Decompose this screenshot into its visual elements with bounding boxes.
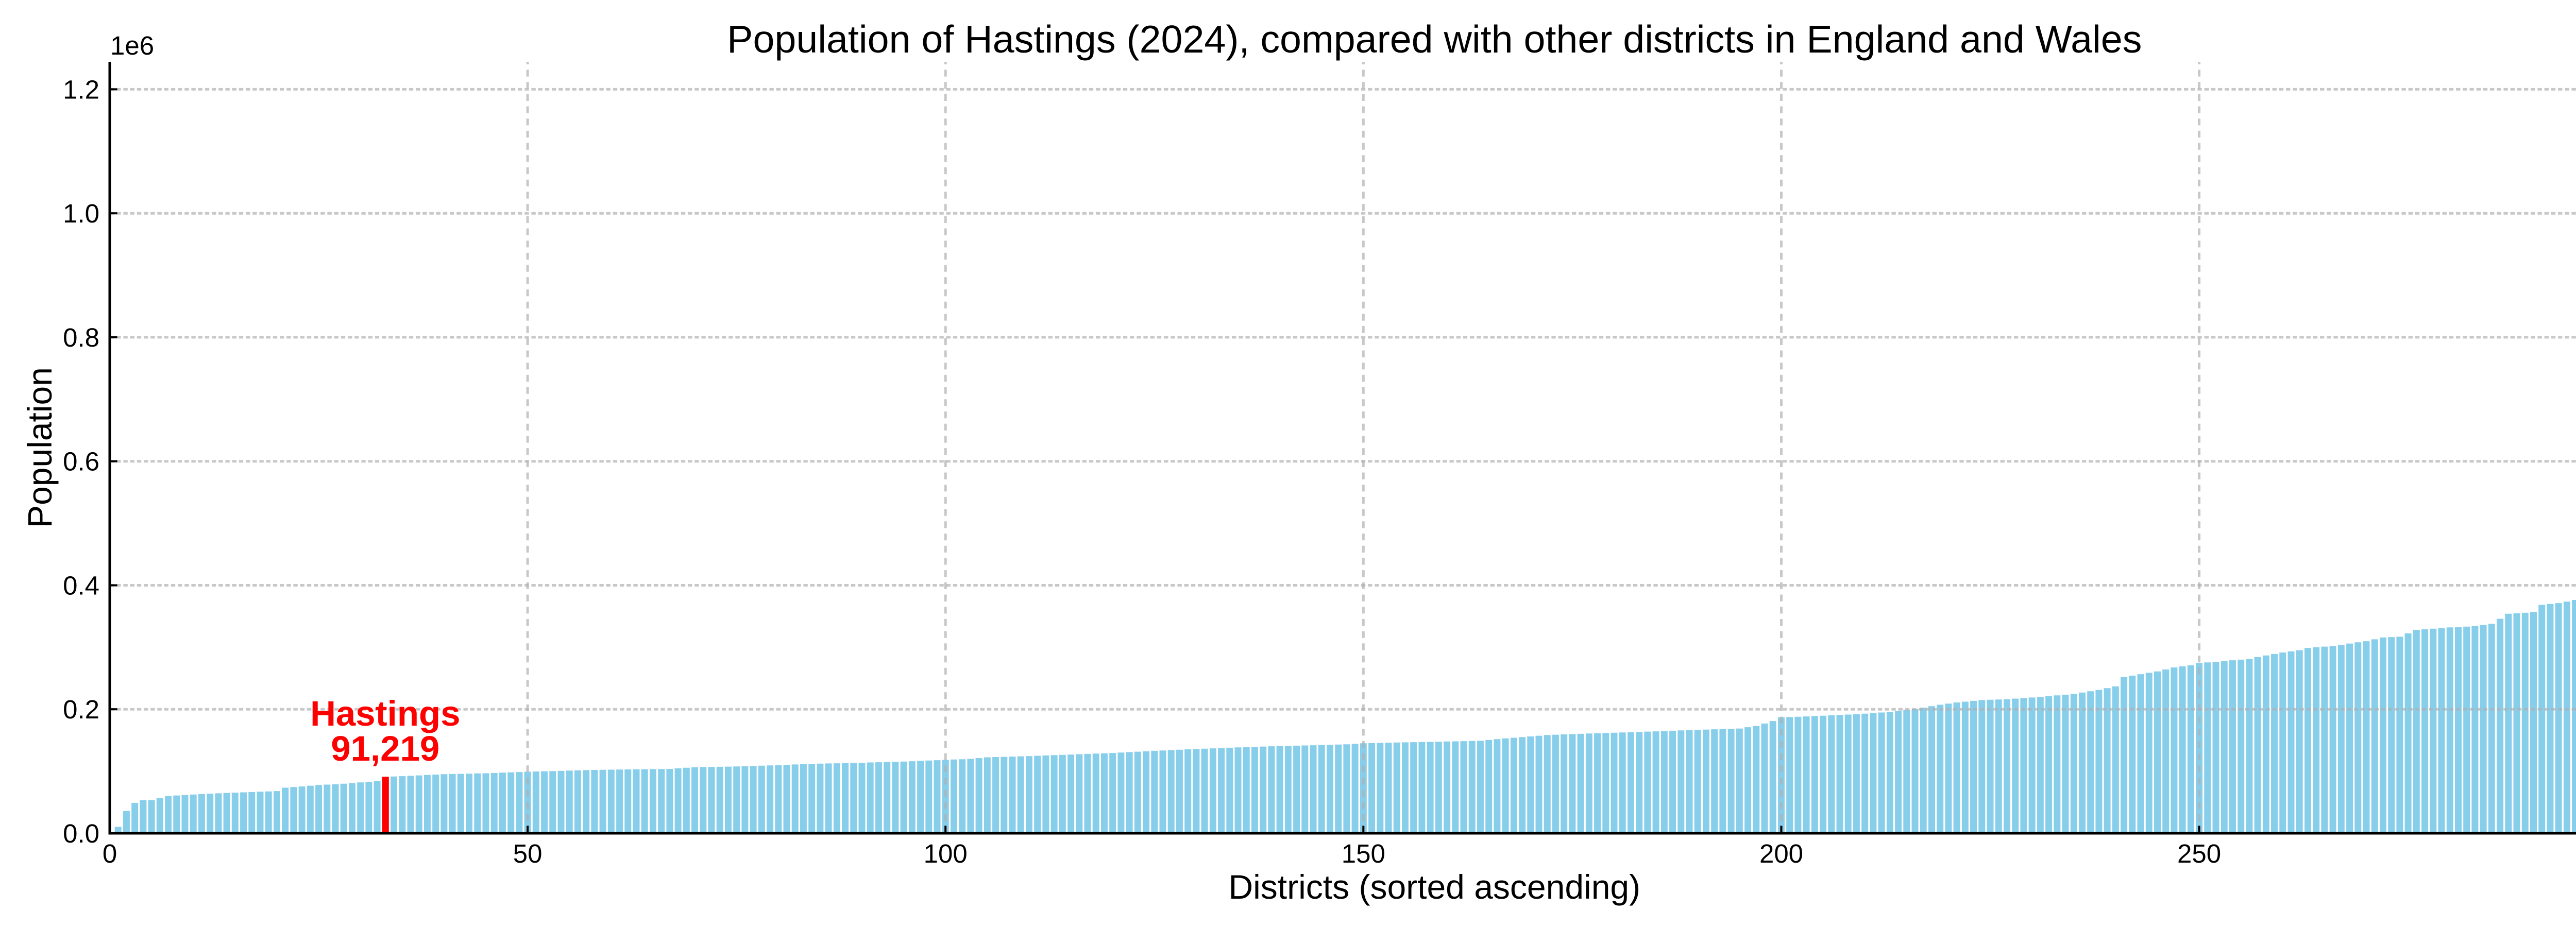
svg-text:50: 50	[513, 839, 543, 868]
svg-text:Districts (sorted ascending): Districts (sorted ascending)	[1228, 868, 1640, 906]
svg-text:Population of Hastings (2024),: Population of Hastings (2024), compared …	[727, 18, 2142, 61]
svg-text:91,219: 91,219	[331, 729, 439, 768]
svg-text:1.0: 1.0	[63, 199, 99, 228]
svg-text:0.2: 0.2	[63, 695, 99, 724]
svg-text:0: 0	[103, 839, 117, 868]
svg-text:Population: Population	[21, 367, 59, 528]
svg-text:1e6: 1e6	[110, 31, 154, 60]
svg-text:Hastings: Hastings	[310, 694, 460, 733]
svg-text:0.8: 0.8	[63, 323, 99, 352]
svg-text:0.6: 0.6	[63, 447, 99, 476]
svg-text:250: 250	[2177, 839, 2221, 868]
svg-text:200: 200	[1759, 839, 1803, 868]
svg-text:0.4: 0.4	[63, 571, 99, 600]
svg-text:100: 100	[924, 839, 968, 868]
svg-text:150: 150	[1342, 839, 1385, 868]
svg-text:1.2: 1.2	[63, 75, 99, 104]
svg-text:0.0: 0.0	[63, 819, 99, 848]
